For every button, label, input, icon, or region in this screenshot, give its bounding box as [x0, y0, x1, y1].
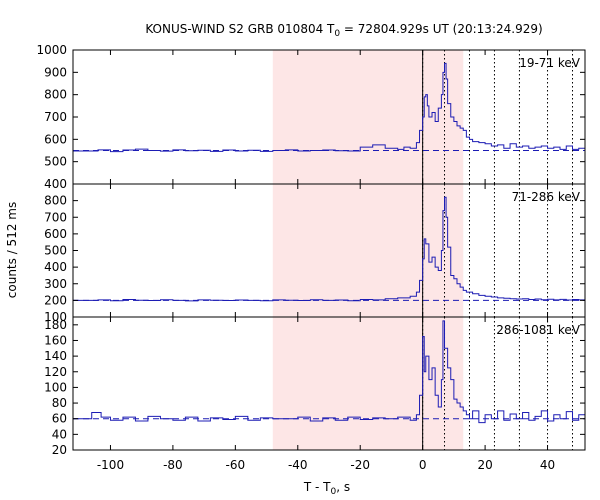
- y-tick-label-3-2: 40: [52, 427, 67, 441]
- y-tick-label-3-6: 120: [44, 365, 67, 379]
- x-tick-label-3: -60: [226, 458, 246, 472]
- light-curve-panel-2: [73, 196, 585, 302]
- panel-frame-3: [72, 316, 586, 451]
- y-tick-label-1-6: 900: [44, 65, 67, 79]
- x-tick-label-8: 40: [540, 458, 555, 472]
- energy-band-labels: 19-71 keV 71-286 keV 286-1081 keV: [496, 56, 580, 337]
- light-curve-panel-1: [73, 62, 585, 153]
- x-axis-label: T - T0, s: [303, 480, 350, 497]
- axis-ticks: [73, 49, 585, 451]
- y-tick-label-2-7: 700: [44, 210, 67, 224]
- y-tick-label-3-3: 60: [52, 412, 67, 426]
- y-tick-label-3-9: 180: [44, 318, 67, 332]
- y-tick-label-2-6: 600: [44, 227, 67, 241]
- energy-band-label-2: 71-286 keV: [512, 190, 581, 204]
- y-tick-label-2-8: 800: [44, 194, 67, 208]
- y-tick-label-3-5: 100: [44, 380, 67, 394]
- y-tick-label-1-1: 400: [44, 177, 67, 191]
- energy-band-label-1: 19-71 keV: [519, 56, 581, 70]
- shaded-region-panel-3: [272, 317, 464, 450]
- light-curve-series: [73, 62, 585, 424]
- light-curve-panel-3: [73, 320, 585, 424]
- x-tick-label-6: 0: [419, 458, 427, 472]
- energy-band-label-3: 286-1081 keV: [496, 323, 580, 337]
- y-tick-label-1-4: 700: [44, 110, 67, 124]
- y-tick-label-2-3: 300: [44, 277, 67, 291]
- y-tick-label-2-5: 500: [44, 244, 67, 258]
- y-axis-label: counts / 512 ms: [5, 202, 19, 298]
- y-tick-label-2-2: 200: [44, 293, 67, 307]
- y-tick-label-1-2: 500: [44, 155, 67, 169]
- tick-labels: 4005006007008009001000100200300400500600…: [36, 43, 555, 472]
- y-tick-label-2-4: 400: [44, 260, 67, 274]
- y-tick-label-1-5: 800: [44, 88, 67, 102]
- shaded-region-panel-2: [272, 184, 464, 317]
- chart-title: KONUS-WIND S2 GRB 010804 T0 = 72804.929s…: [145, 22, 542, 39]
- y-tick-label-1-7: 1000: [36, 43, 67, 57]
- y-tick-label-3-4: 80: [52, 396, 67, 410]
- y-tick-label-3-8: 160: [44, 333, 67, 347]
- y-tick-label-3-1: 20: [52, 443, 67, 457]
- x-tick-label-5: -20: [350, 458, 370, 472]
- x-tick-label-2: -80: [163, 458, 183, 472]
- y-tick-label-2-1: 100: [44, 310, 67, 324]
- x-tick-label-1: -100: [97, 458, 124, 472]
- x-tick-label-7: 20: [477, 458, 492, 472]
- trigger-interval-shading: [272, 50, 464, 450]
- y-tick-label-3-7: 140: [44, 349, 67, 363]
- x-tick-label-4: -40: [288, 458, 308, 472]
- y-tick-label-1-3: 600: [44, 132, 67, 146]
